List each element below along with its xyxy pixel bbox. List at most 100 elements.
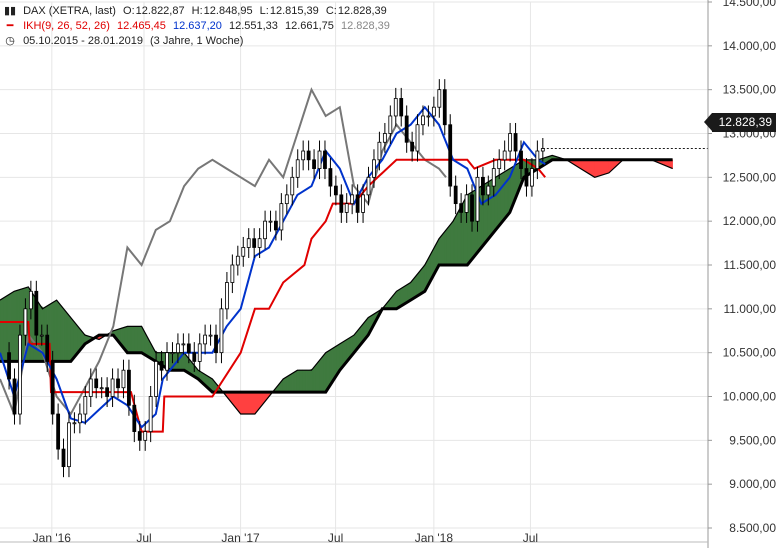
- price-candles: [7, 79, 545, 478]
- cloud-segment: [60, 304, 65, 362]
- candle-body: [339, 194, 344, 213]
- close-label: C:: [325, 5, 337, 17]
- cloud-segment: [251, 391, 256, 415]
- candle-body: [377, 141, 382, 161]
- candle-body: [393, 98, 398, 117]
- candle-body: [241, 247, 246, 257]
- candle-body: [333, 185, 338, 196]
- x-tick-label: Jan '18: [415, 531, 454, 545]
- candle-body: [404, 115, 409, 143]
- y-tick-label: 8.500,00: [729, 521, 776, 535]
- cloud-segment: [63, 308, 68, 362]
- low-value: 12.815,39: [269, 5, 319, 17]
- candle-body: [165, 352, 169, 371]
- cloud-segment: [285, 374, 290, 393]
- cloud-segment: [3, 295, 8, 362]
- cloud-segment: [443, 227, 448, 266]
- chart-legend: ▮▮ DAX (XETRA, last) O:12.822,87 H:12.84…: [4, 4, 394, 49]
- cloud-segment: [292, 370, 297, 393]
- candle-body: [257, 238, 262, 248]
- candle-body: [470, 194, 474, 222]
- x-axis: Jan '16 Jul Jan '17 Jul Jan '18 Jul: [0, 531, 708, 545]
- cloud-segment: [598, 159, 603, 177]
- date-range: 05.10.2015 - 28.01.2019: [23, 35, 143, 47]
- candle-body: [502, 150, 507, 161]
- candle-body: [295, 159, 300, 178]
- candle-body: [530, 168, 534, 187]
- candle-body: [415, 124, 420, 152]
- y-tick-label: 12.500,00: [723, 170, 777, 184]
- candle-body: [132, 404, 137, 432]
- cloud-segment: [319, 355, 324, 393]
- candle-body: [274, 220, 278, 231]
- candle-body: [67, 422, 71, 468]
- candle-body: [34, 290, 39, 336]
- candle-body: [18, 334, 22, 415]
- candle-body: [481, 176, 485, 196]
- candle-body: [56, 413, 61, 450]
- open-value: 12.822,87: [135, 5, 185, 17]
- candle-body: [284, 194, 289, 205]
- cloud-segment: [322, 351, 327, 393]
- ikh-kijun-value: 12.465,45: [116, 20, 166, 32]
- indicator-lines: [0, 87, 708, 433]
- cloud-segment: [450, 218, 455, 266]
- candle-body: [323, 150, 327, 169]
- candle-body: [186, 343, 191, 354]
- candle-body: [290, 176, 295, 196]
- candle-body: [61, 448, 66, 468]
- candle-body: [344, 203, 349, 213]
- cloud-segment: [50, 301, 55, 362]
- ikh-tenkan-value: 12.637,20: [172, 20, 222, 32]
- candle-body: [143, 431, 148, 441]
- candle-body: [301, 150, 306, 161]
- cloud-segment: [302, 369, 307, 393]
- cloud-segment: [53, 300, 58, 362]
- candle-body: [170, 352, 175, 355]
- candle-body: [355, 194, 360, 213]
- candle-body: [475, 176, 480, 222]
- high-label: H:: [191, 5, 203, 17]
- candle-body: [524, 168, 529, 187]
- cloud-segment: [305, 369, 310, 393]
- y-tick-label: 12.000,00: [723, 214, 777, 228]
- cloud-segment: [605, 159, 610, 175]
- candle-body: [486, 185, 491, 196]
- candle-body: [312, 159, 316, 169]
- close-value: 12.828,39: [337, 5, 387, 17]
- cloud-segment: [299, 369, 303, 393]
- y-tick-label: 9.500,00: [729, 433, 776, 447]
- y-tick-label: 13.500,00: [723, 83, 777, 97]
- clock-icon: ◷: [5, 35, 15, 47]
- candle-body: [535, 150, 540, 169]
- candle-body: [421, 115, 425, 126]
- candle-body: [203, 334, 208, 345]
- open-label: O:: [123, 5, 135, 17]
- cloud-segment: [497, 173, 502, 229]
- candle-body: [350, 194, 355, 205]
- ikh-label: IKH(9, 26, 52, 26): [23, 20, 110, 32]
- cloud-segment: [127, 326, 132, 353]
- candle-body: [181, 343, 186, 346]
- candle-body: [497, 159, 502, 169]
- x-tick-label: Jul: [328, 531, 343, 545]
- candle-body: [317, 150, 322, 169]
- candle-body: [110, 378, 115, 397]
- candle-body: [99, 387, 104, 390]
- candle-body: [268, 220, 273, 223]
- candle-body: [230, 264, 235, 283]
- candle-body: [426, 115, 431, 118]
- cloud-segment: [591, 159, 596, 178]
- cloud-segment: [134, 326, 139, 353]
- candle-body: [94, 378, 99, 389]
- candle-body: [540, 148, 545, 152]
- ikh-senkou-a-value: 12.551,33: [228, 20, 278, 32]
- candle-body: [382, 133, 387, 143]
- candle-body: [410, 141, 415, 152]
- cloud-segment: [9, 291, 14, 362]
- candle-body: [208, 334, 213, 337]
- legend-row-price: ▮▮ DAX (XETRA, last) O:12.822,87 H:12.84…: [4, 4, 394, 19]
- y-tick-label: 10.000,00: [723, 390, 777, 404]
- candle-body: [7, 352, 11, 380]
- candle-body: [366, 176, 371, 196]
